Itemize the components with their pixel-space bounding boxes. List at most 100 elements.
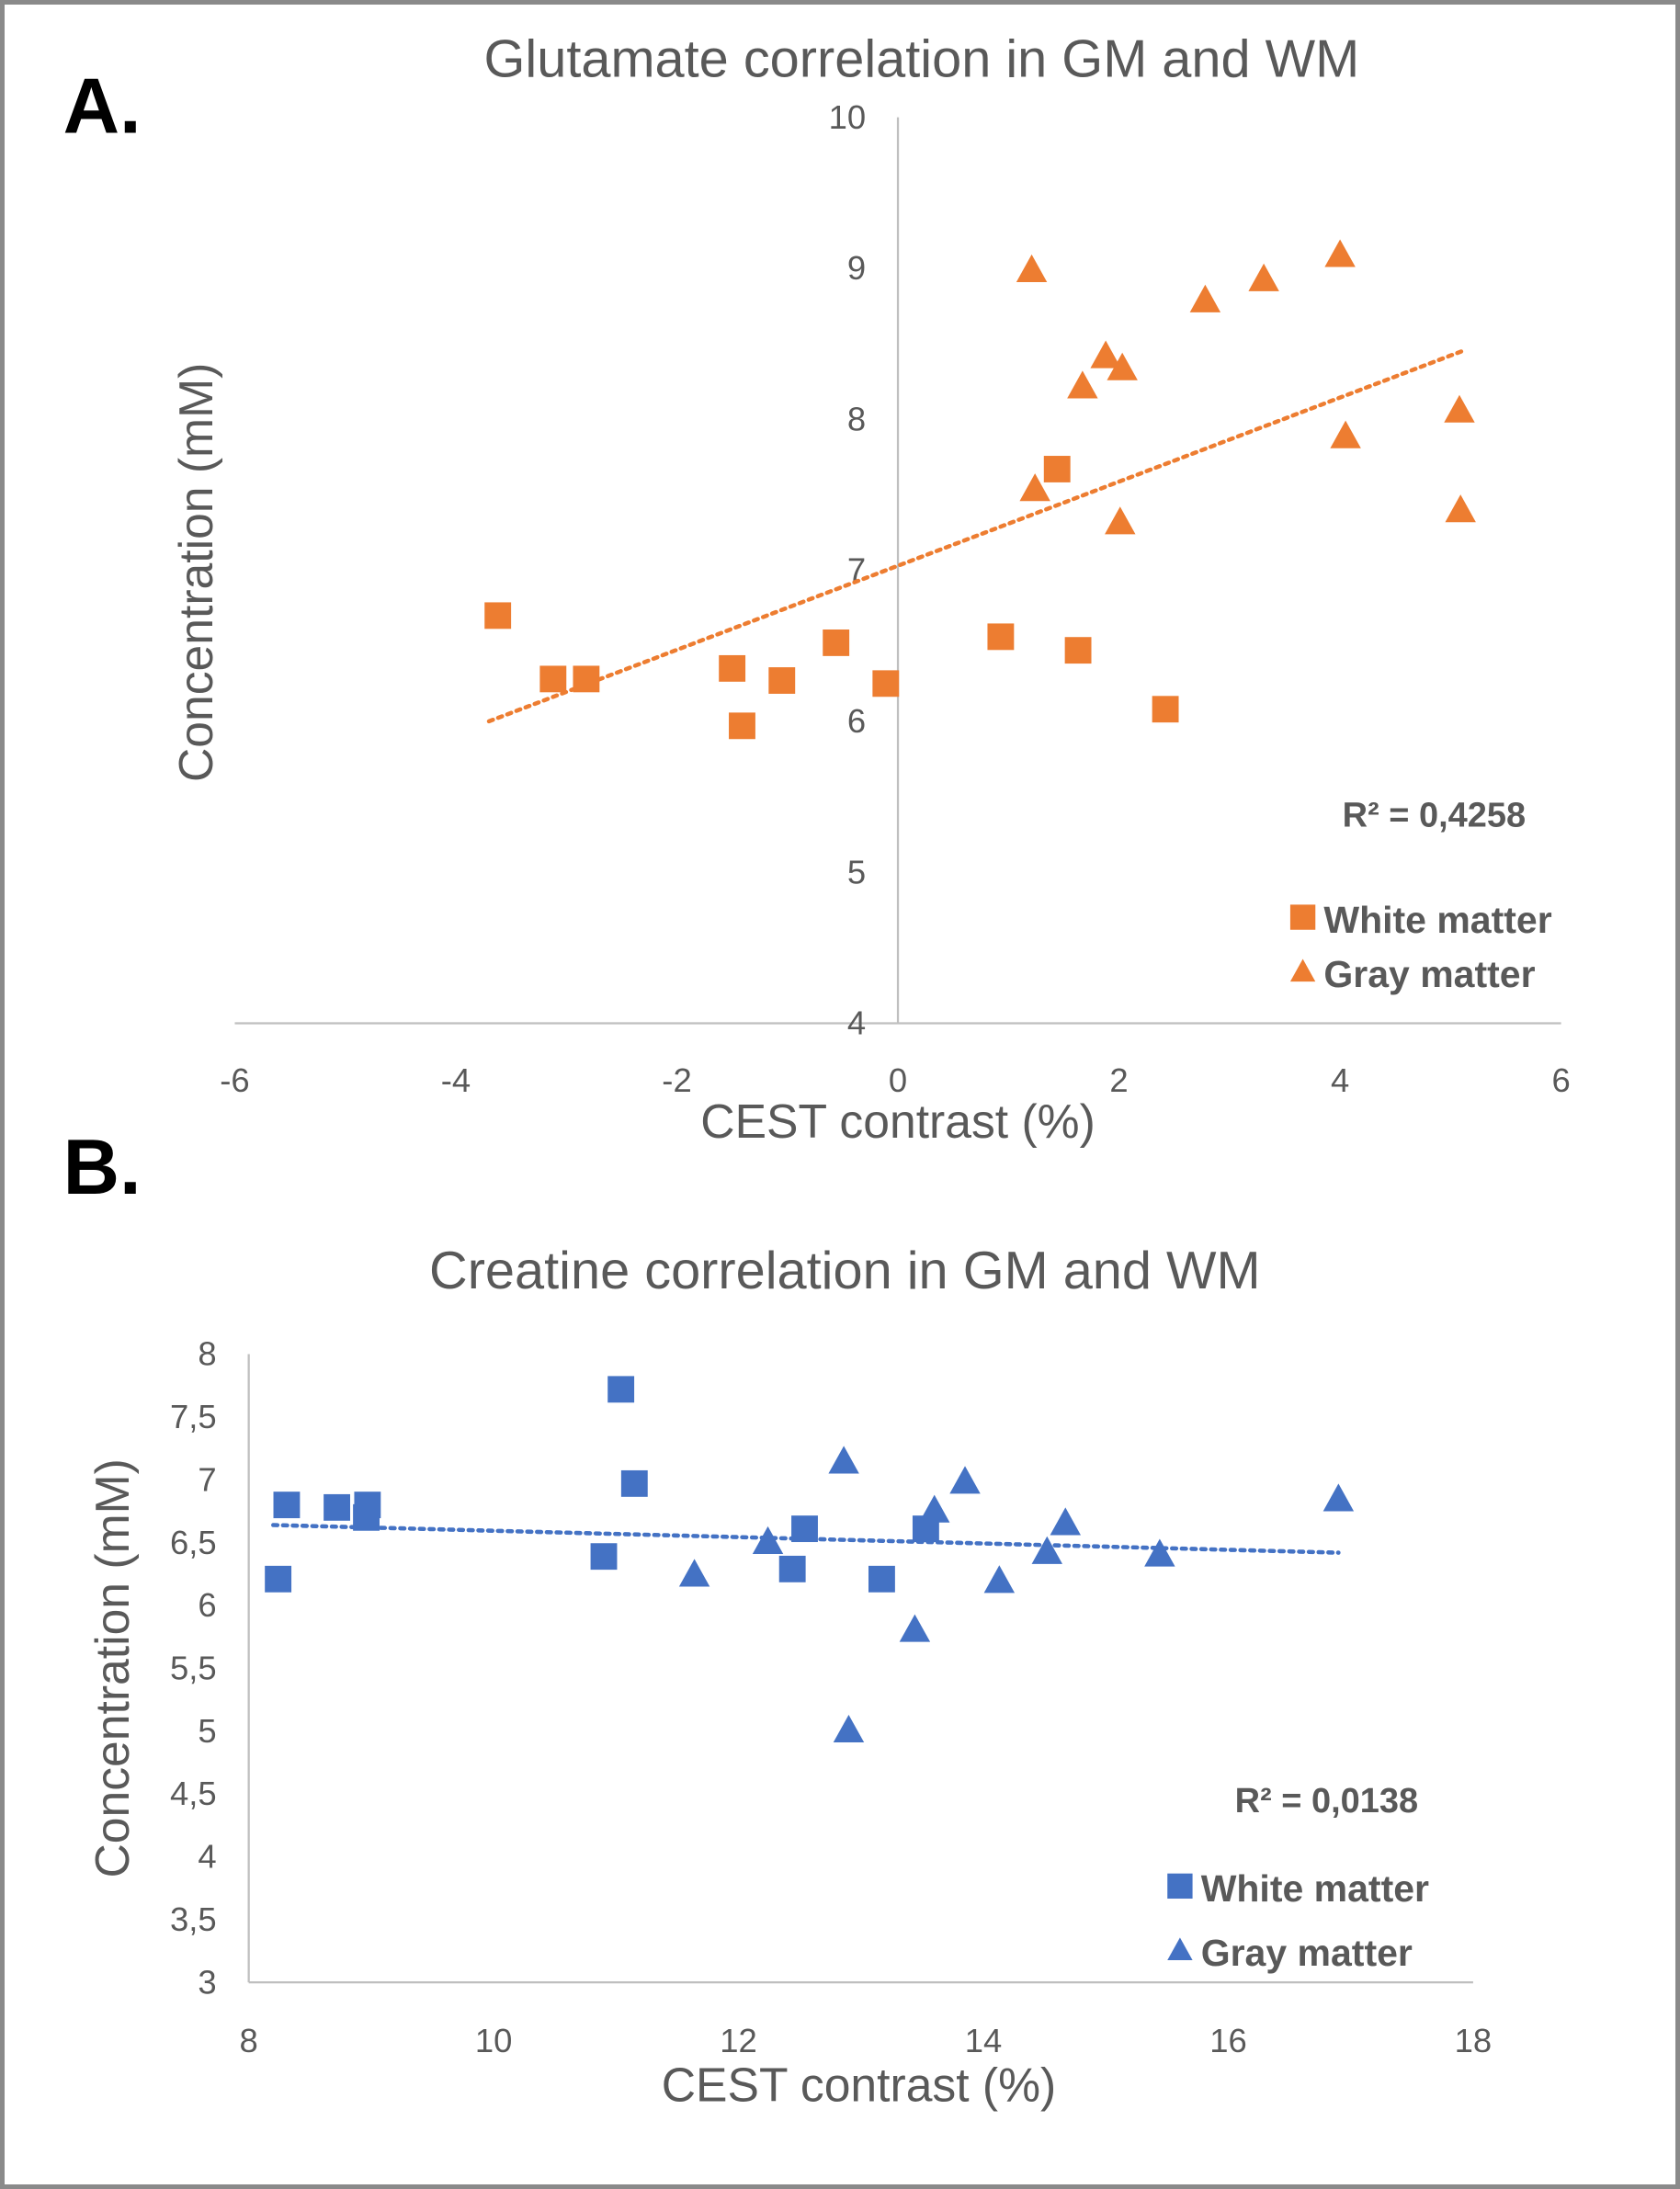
y-tick-label: 4 xyxy=(847,1004,866,1042)
y-tick-label: 4 xyxy=(198,1838,216,1876)
data-point-square xyxy=(539,665,567,693)
series-white-matter xyxy=(484,456,1179,740)
data-point-triangle xyxy=(983,1565,1016,1594)
data-point-square xyxy=(872,670,900,698)
data-point-triangle xyxy=(899,1614,931,1642)
y-tick-label: 4,5 xyxy=(170,1775,217,1812)
data-point-triangle xyxy=(919,1494,950,1523)
data-point-square xyxy=(823,629,850,656)
data-point-triangle xyxy=(949,1466,981,1494)
data-point-triangle xyxy=(1019,473,1050,502)
x-tick-label: 16 xyxy=(1209,2022,1247,2059)
y-axis-label: Concentration (mM) xyxy=(85,1458,139,1877)
data-point-square xyxy=(1043,456,1071,482)
y-tick-label: 8 xyxy=(198,1335,216,1373)
chart-b: B. Creatine correlation in GM and WM CEST … xyxy=(63,1124,1493,2111)
data-point-square xyxy=(729,712,755,740)
series-white-matter xyxy=(265,1376,939,1593)
legend: White matter Gray matter xyxy=(1167,1867,1429,1974)
data-point-triangle xyxy=(1016,254,1048,282)
y-tick-label: 5 xyxy=(198,1712,216,1750)
data-point-triangle xyxy=(1324,239,1356,267)
y-tick-label: 10 xyxy=(829,98,867,136)
y-tick-label: 7,5 xyxy=(170,1398,217,1435)
legend: White matter Gray matter xyxy=(1289,899,1552,995)
data-point-square xyxy=(868,1565,895,1593)
data-point-square xyxy=(1152,696,1179,723)
data-point-square xyxy=(768,667,796,694)
y-tick-label: 5 xyxy=(847,853,866,890)
legend-triangle-icon xyxy=(1167,1937,1193,1961)
data-point-square xyxy=(265,1565,292,1593)
x-tick-label: 18 xyxy=(1455,2022,1493,2059)
x-axis-label: CEST contrast (%) xyxy=(700,1094,1095,1148)
data-point-square xyxy=(353,1503,380,1531)
data-point-square xyxy=(484,602,512,629)
y-tick-label: 7 xyxy=(198,1460,216,1498)
x-tick-label: 2 xyxy=(1109,1061,1128,1099)
series-gray-matter xyxy=(1016,239,1476,535)
chart-title: Glutamate correlation in GM and WM xyxy=(484,30,1360,89)
x-tick-label: 4 xyxy=(1331,1061,1349,1099)
data-point-square xyxy=(324,1493,351,1521)
y-tick-label: 3 xyxy=(198,1963,216,2001)
data-point-triangle xyxy=(1330,420,1361,448)
x-tick-label: 14 xyxy=(965,2022,1003,2059)
data-point-triangle xyxy=(1105,506,1136,535)
data-point-triangle xyxy=(1050,1507,1081,1536)
trendline xyxy=(486,349,1464,724)
data-point-triangle xyxy=(678,1559,710,1587)
data-point-triangle xyxy=(1444,394,1475,423)
data-point-triangle xyxy=(1445,494,1476,523)
y-tick-label: 8 xyxy=(847,400,866,437)
data-point-triangle xyxy=(1107,352,1138,380)
y-tick-label: 6 xyxy=(198,1586,216,1624)
data-point-square xyxy=(590,1543,618,1571)
legend-label: Gray matter xyxy=(1201,1932,1413,1974)
legend-label: White matter xyxy=(1201,1867,1429,1910)
legend-square-icon xyxy=(1167,1873,1193,1900)
data-point-triangle xyxy=(752,1525,784,1554)
data-point-triangle xyxy=(833,1714,865,1743)
data-point-triangle xyxy=(1090,340,1121,369)
data-point-square xyxy=(1064,637,1092,664)
data-point-triangle xyxy=(1067,370,1098,399)
series-gray-matter xyxy=(678,1446,1355,1743)
y-tick-label: 9 xyxy=(847,249,866,287)
data-point-square xyxy=(273,1491,301,1519)
data-point-square xyxy=(573,665,600,693)
x-tick-label: 6 xyxy=(1551,1061,1570,1099)
legend-label: White matter xyxy=(1323,899,1551,941)
data-point-triangle xyxy=(1248,263,1279,291)
data-point-square xyxy=(778,1555,806,1582)
y-tick-label: 7 xyxy=(847,551,866,589)
x-tick-label: 10 xyxy=(475,2022,513,2059)
x-tick-label: -6 xyxy=(220,1061,249,1099)
y-axis-label: Concentration (mM) xyxy=(169,363,222,782)
data-point-square xyxy=(987,623,1015,651)
x-tick-label: 12 xyxy=(720,2022,757,2059)
y-tick-label: 6,5 xyxy=(170,1524,217,1561)
data-point-square xyxy=(791,1515,818,1543)
x-tick-label: -2 xyxy=(662,1061,691,1099)
x-axis-label: CEST contrast (%) xyxy=(662,2058,1057,2111)
y-tick-label: 3,5 xyxy=(170,1900,217,1938)
data-point-triangle xyxy=(828,1446,859,1474)
y-tick-label: 6 xyxy=(847,702,866,740)
data-point-square xyxy=(620,1469,648,1497)
x-tick-label: -4 xyxy=(441,1061,471,1099)
panel-label: A. xyxy=(63,62,142,150)
data-point-square xyxy=(719,654,746,682)
data-point-triangle xyxy=(1031,1536,1063,1564)
chart-title: Creatine correlation in GM and WM xyxy=(429,1242,1261,1300)
data-point-triangle xyxy=(1144,1538,1175,1567)
y-tick-label: 5,5 xyxy=(170,1650,217,1687)
x-tick-label: 8 xyxy=(240,2022,258,2059)
data-point-square xyxy=(607,1376,635,1403)
r-squared-label: R² = 0,4258 xyxy=(1343,796,1526,834)
r-squared-label: R² = 0,0138 xyxy=(1235,1782,1418,1820)
legend-triangle-icon xyxy=(1289,958,1316,982)
x-tick-label: 0 xyxy=(889,1061,907,1099)
